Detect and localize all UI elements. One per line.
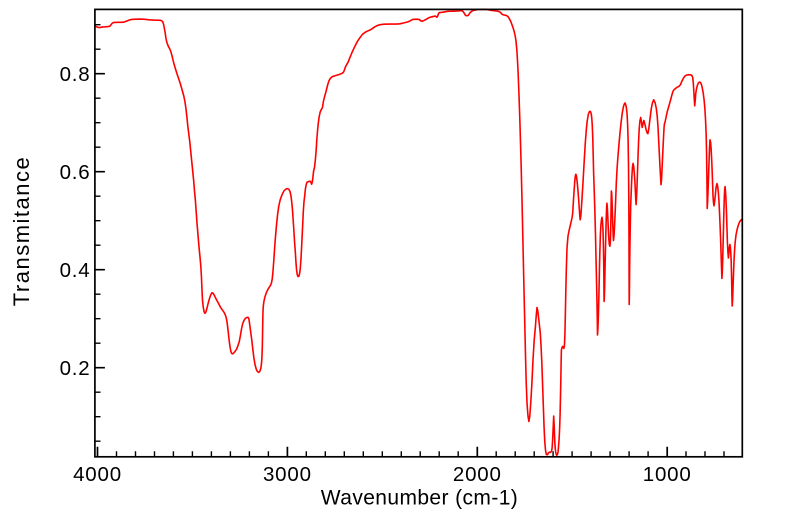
svg-text:0.2: 0.2 bbox=[60, 357, 91, 380]
svg-text:3000: 3000 bbox=[263, 463, 312, 486]
svg-text:0.8: 0.8 bbox=[60, 63, 91, 86]
svg-text:0.6: 0.6 bbox=[60, 161, 91, 184]
svg-text:0.4: 0.4 bbox=[60, 259, 91, 282]
svg-text:1000: 1000 bbox=[643, 463, 692, 486]
svg-text:Transmitance: Transmitance bbox=[9, 156, 34, 306]
svg-text:2000: 2000 bbox=[453, 463, 502, 486]
svg-text:Wavenumber (cm-1): Wavenumber (cm-1) bbox=[321, 487, 518, 510]
svg-text:4000: 4000 bbox=[73, 463, 122, 486]
